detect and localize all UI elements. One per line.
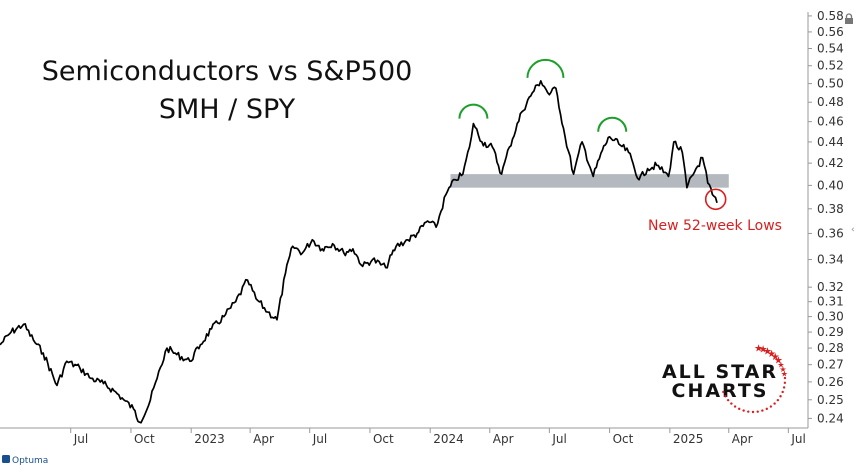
logo-star-icon: ★ xyxy=(754,343,763,354)
y-tick-label: 0.31 xyxy=(817,295,844,309)
logo-dot xyxy=(783,381,787,384)
y-tick-label: 0.25 xyxy=(817,393,844,407)
y-tick-label: 0.27 xyxy=(817,358,844,372)
logo-dot xyxy=(726,398,730,402)
logo-dot xyxy=(781,390,784,394)
y-tick-label: 0.58 xyxy=(817,9,844,23)
x-tick-label: Jul xyxy=(790,432,805,446)
new-lows-circle xyxy=(704,188,727,211)
y-tick-label: 0.50 xyxy=(817,77,844,91)
optuma-footer: Optuma xyxy=(2,455,48,465)
x-tick-label: Oct xyxy=(134,432,155,446)
y-tick-label: 0.32 xyxy=(817,280,844,294)
y-tick-label: 0.34 xyxy=(817,253,844,267)
collapse-chevron-icon[interactable]: ‹ xyxy=(851,225,855,235)
logo-line-2: CHARTS xyxy=(672,380,769,402)
chart-title: Semiconductors vs S&P500 xyxy=(42,56,413,87)
y-tick-label: 0.28 xyxy=(817,341,844,355)
y-tick-label: 0.46 xyxy=(817,115,844,129)
logo-star-icon: ★ xyxy=(763,346,772,357)
logo-dot xyxy=(722,390,725,394)
new-lows-label: New 52-week Lows xyxy=(648,218,782,234)
chart-subtitle: SMH / SPY xyxy=(159,94,296,125)
x-tick-label: Jul xyxy=(551,432,566,446)
x-tick-label: 2025 xyxy=(673,432,704,446)
logo-star-icon: ★ xyxy=(774,356,783,367)
logo-dot xyxy=(776,398,780,402)
logo-star-icon: ★ xyxy=(781,369,788,378)
logo-dot xyxy=(730,402,733,405)
logo-dot xyxy=(738,407,741,411)
y-tick-label: 0.26 xyxy=(817,375,844,389)
logo-dot xyxy=(742,409,745,412)
y-tick-label: 0.24 xyxy=(817,411,844,425)
y-tick-label: 0.36 xyxy=(817,226,844,240)
logo-dot xyxy=(765,407,768,411)
all-star-charts-logo: ALL STAR CHARTS ★★★★★★★★★ xyxy=(662,343,788,414)
logo-star-arc: ★★★★★★★★★ xyxy=(722,343,788,414)
x-tick-label: Oct xyxy=(373,432,394,446)
price-ratio-line-layer xyxy=(0,80,718,424)
x-tick-label: Oct xyxy=(613,432,634,446)
y-tick-label: 0.44 xyxy=(817,135,844,149)
logo-dot xyxy=(756,410,759,413)
smh-spy-ratio-line xyxy=(0,80,718,424)
annotation-layer xyxy=(458,58,727,211)
y-tick-label: 0.56 xyxy=(817,25,844,39)
x-tick-label: Apr xyxy=(493,432,514,446)
rounded-top-arc xyxy=(597,116,628,132)
logo-dot xyxy=(761,409,764,412)
support-band-layer xyxy=(450,174,729,188)
y-tick-label: 0.48 xyxy=(817,95,844,109)
support-band xyxy=(450,174,729,188)
y-tick-label: 0.38 xyxy=(817,202,844,216)
logo-star-icon: ★ xyxy=(777,360,784,369)
logo-star-icon: ★ xyxy=(759,345,768,356)
logo-dot xyxy=(783,376,787,380)
logo-dot xyxy=(724,395,727,398)
optuma-label: Optuma xyxy=(12,456,48,465)
logo-star-icon: ★ xyxy=(767,349,776,360)
lock-icon xyxy=(845,13,853,24)
x-tick-label: 2023 xyxy=(194,432,225,446)
logo-dot xyxy=(769,405,773,408)
y-tick-label: 0.40 xyxy=(817,178,844,192)
logo-dot xyxy=(747,410,750,413)
logo-star-icon: ★ xyxy=(771,352,780,363)
x-tick-label: Apr xyxy=(253,432,274,446)
x-tick-label: Jul xyxy=(73,432,88,446)
y-tick-label: 0.29 xyxy=(817,325,844,339)
y-tick-label: 0.42 xyxy=(817,156,844,170)
logo-dot xyxy=(733,405,737,408)
y-tick-label: 0.52 xyxy=(817,59,844,73)
x-tick-label: Apr xyxy=(732,432,753,446)
y-axis: 0.24 0.25 0.26 0.27 0.28 0.290.300.310.32 0.34… xyxy=(808,9,844,425)
logo-dot xyxy=(782,386,786,389)
x-axis: Jul Oct 2023 Apr Jul Oct 2024 Apr Jul Oct 2025 Apr J… xyxy=(70,428,806,446)
optuma-icon xyxy=(2,455,10,463)
logo-line-1: ALL STAR xyxy=(662,361,778,383)
logo-dot xyxy=(779,395,782,398)
logo-dot xyxy=(773,402,776,405)
logo-dot xyxy=(751,410,755,414)
x-tick-label: 2024 xyxy=(433,432,464,446)
y-tick-label: 0.30 xyxy=(817,310,844,324)
rounded-top-arc xyxy=(526,58,565,78)
rounded-top-arc xyxy=(458,103,489,119)
x-tick-label: Jul xyxy=(312,432,327,446)
y-tick-label: 0.54 xyxy=(817,42,844,56)
logo-star-icon: ★ xyxy=(779,365,786,374)
